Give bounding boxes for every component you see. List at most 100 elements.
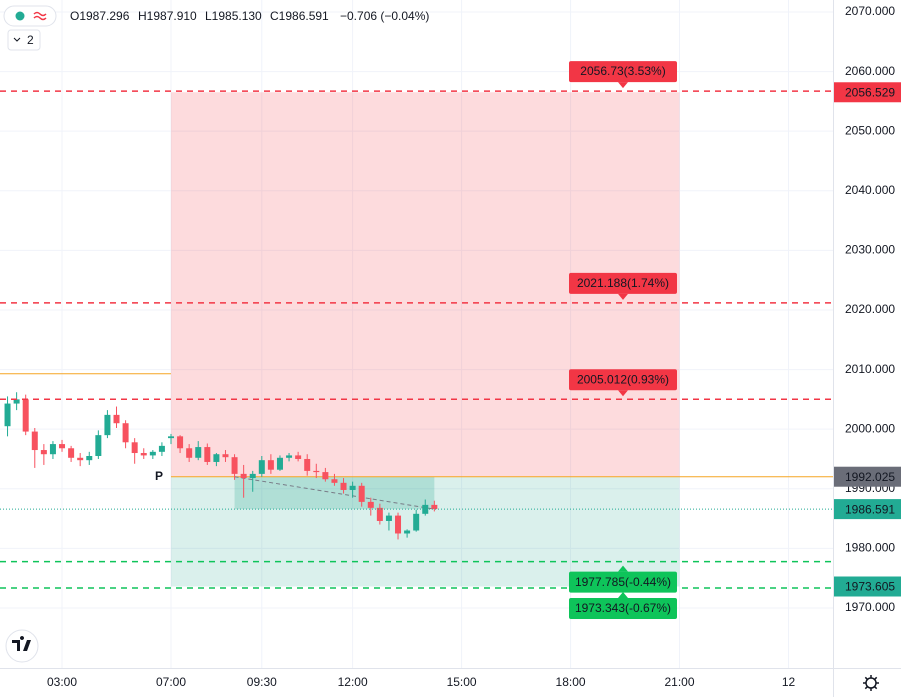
level-label-pointer xyxy=(618,565,628,572)
price-badge-label: 1992.025 xyxy=(845,470,895,484)
candle-body xyxy=(385,515,392,521)
wave-icon[interactable] xyxy=(33,11,47,21)
position-marker: P xyxy=(155,469,163,483)
candle-body xyxy=(422,504,429,514)
gear-teeth[interactable] xyxy=(863,675,879,691)
candle-body xyxy=(113,414,120,424)
logo-circle[interactable] xyxy=(5,629,39,663)
candle-body xyxy=(231,457,238,474)
ohlc-legend: C1986.591 xyxy=(270,9,329,23)
y-tick-label: 1980.000 xyxy=(845,541,895,555)
level-label-pointer xyxy=(618,592,628,599)
x-tick-label: 12:00 xyxy=(338,675,368,689)
price-badge-label: 2056.529 xyxy=(845,85,895,99)
level-label-pointer xyxy=(618,293,628,300)
candle-body xyxy=(122,423,129,443)
candle-body xyxy=(77,457,84,461)
candle-body xyxy=(167,436,174,439)
candle-body xyxy=(304,458,311,471)
chevron[interactable] xyxy=(13,37,21,42)
status-dot[interactable] xyxy=(15,11,25,21)
symbol-icons[interactable] xyxy=(3,5,57,27)
y-tick-label: 2020.000 xyxy=(845,302,895,316)
price-badge-label: 1986.591 xyxy=(845,502,895,516)
level-label-box xyxy=(569,598,677,620)
ohlc-legend: H1987.910 xyxy=(138,9,197,23)
candle-body xyxy=(22,399,29,432)
candle-body xyxy=(358,485,365,502)
tv-logo[interactable] xyxy=(5,629,39,663)
ohlc-legend: O1987.296 xyxy=(70,9,130,23)
level-label-pointer xyxy=(618,82,628,89)
candle-body xyxy=(4,403,11,427)
x-tick-label: 03:00 xyxy=(47,675,77,689)
candle-body xyxy=(331,479,338,483)
price-badge xyxy=(834,82,901,103)
target-zone xyxy=(170,476,680,587)
candles-layer xyxy=(4,392,438,540)
y-tick-label: 2050.000 xyxy=(845,123,895,137)
candle-body xyxy=(413,513,420,531)
candle-body xyxy=(431,504,438,510)
candle-body xyxy=(140,453,147,456)
candle-body xyxy=(213,454,220,462)
x-tick-label: 07:00 xyxy=(156,675,186,689)
level-label: 1973.343(-0.67%) xyxy=(575,601,671,615)
indicator-count[interactable]: 2 xyxy=(27,33,34,47)
candle-body xyxy=(395,515,402,534)
candle-body xyxy=(295,455,302,459)
candle-body xyxy=(222,454,229,458)
level-label-box xyxy=(569,369,677,391)
price-badge xyxy=(834,466,901,487)
x-tick-label: 12 xyxy=(782,675,796,689)
price-badge xyxy=(834,576,901,597)
candle-body xyxy=(249,473,256,479)
candle-body xyxy=(258,460,265,474)
logo-mark[interactable] xyxy=(12,636,31,651)
candle-body xyxy=(149,451,156,456)
y-tick-label: 2060.000 xyxy=(845,64,895,78)
candle-body xyxy=(158,445,165,452)
candle-body xyxy=(40,450,47,455)
candle-body xyxy=(313,470,320,473)
indicator-toggle[interactable]: 2 xyxy=(7,29,41,51)
candle-body xyxy=(59,444,66,449)
candle-body xyxy=(404,530,411,534)
x-tick-label: 15:00 xyxy=(447,675,477,689)
ohlc-legend: L1985.130 xyxy=(205,9,262,23)
candle-body xyxy=(376,507,383,521)
candle-body xyxy=(322,472,329,480)
trade-path xyxy=(234,476,435,510)
y-tick-label: 2040.000 xyxy=(845,183,895,197)
candle-body xyxy=(367,501,374,508)
x-tick-label: 18:00 xyxy=(556,675,586,689)
toggle-box[interactable] xyxy=(7,29,41,51)
candle-body xyxy=(240,473,247,479)
level-label: 1977.785(-0.44%) xyxy=(575,575,671,589)
ohlc-legend: −0.706 (−0.04%) xyxy=(340,9,429,23)
y-tick-label: 2010.000 xyxy=(845,362,895,376)
x-tick-label: 09:30 xyxy=(247,675,277,689)
y-tick-label: 2030.000 xyxy=(845,243,895,257)
x-tick-label: 21:00 xyxy=(665,675,695,689)
overlay-layer: 2056.73(3.53%) 2021.188(1.74%) 2005.012(0.… xyxy=(0,61,833,620)
settings-gear[interactable] xyxy=(863,675,879,691)
candle-body xyxy=(104,414,111,436)
grid-layer xyxy=(0,0,833,668)
price-badge-label: 1973.605 xyxy=(845,580,895,594)
level-label: 2021.188(1.74%) xyxy=(577,276,669,290)
candle-body xyxy=(276,457,283,470)
candle-body xyxy=(195,447,202,458)
icon-pill[interactable] xyxy=(3,5,57,27)
candle-body xyxy=(68,448,75,458)
candle-body xyxy=(267,460,274,470)
candle-body xyxy=(13,399,20,404)
candle-body xyxy=(86,456,93,461)
candle-body xyxy=(95,435,102,457)
candle-body xyxy=(131,442,138,454)
candle-body xyxy=(177,436,184,449)
candle-body xyxy=(204,447,211,462)
y-tick-label: 2070.000 xyxy=(845,4,895,18)
